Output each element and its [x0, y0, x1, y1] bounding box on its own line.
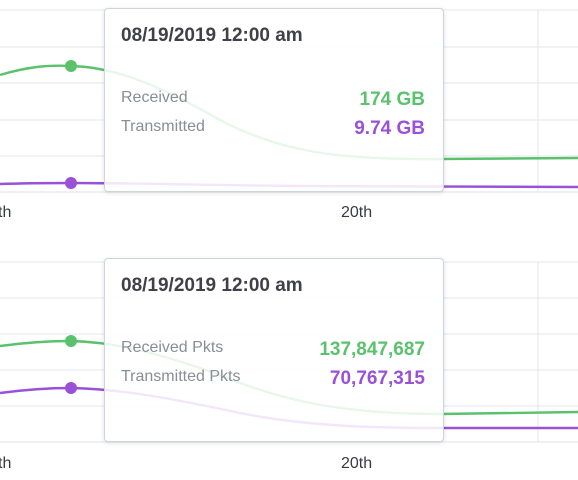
tooltip-label: Transmitted: [121, 118, 205, 135]
packets-chart: th 20th 08/19/2019 12:00 am Received Pkt…: [0, 240, 578, 480]
received-hover-point[interactable]: [65, 60, 77, 72]
tooltip-label: Received: [121, 89, 188, 106]
tooltip-value: 9.74 GB: [354, 118, 425, 139]
tooltip-value: 137,847,687: [319, 339, 425, 360]
tooltip-row-transmitted-pkts: Transmitted Pkts 70,767,315: [121, 368, 425, 392]
tooltip-value: 174 GB: [359, 89, 425, 110]
tooltip-value: 70,767,315: [329, 368, 425, 389]
tooltip-label: Transmitted Pkts: [121, 368, 241, 385]
x-tick-label: th: [0, 455, 11, 472]
chart-tooltip: 08/19/2019 12:00 am Received 174 GB Tran…: [104, 8, 444, 192]
transmitted-pkts-hover-point[interactable]: [65, 382, 77, 394]
x-tick-label: th: [0, 204, 11, 221]
tooltip-date: 08/19/2019 12:00 am: [121, 25, 303, 46]
x-tick-label: 20th: [341, 455, 372, 472]
tooltip-row-received: Received 174 GB: [121, 89, 425, 113]
x-tick-label: 20th: [341, 204, 372, 221]
received-pkts-hover-point[interactable]: [65, 335, 77, 347]
transmitted-hover-point[interactable]: [65, 177, 77, 189]
bandwidth-chart: th 20th 08/19/2019 12:00 am Received 174…: [0, 8, 578, 221]
chart-tooltip: 08/19/2019 12:00 am Received Pkts 137,84…: [104, 258, 444, 442]
tooltip-label: Received Pkts: [121, 339, 224, 356]
tooltip-date: 08/19/2019 12:00 am: [121, 275, 303, 296]
tooltip-row-received-pkts: Received Pkts 137,847,687: [121, 339, 425, 363]
tooltip-row-transmitted: Transmitted 9.74 GB: [121, 118, 425, 142]
